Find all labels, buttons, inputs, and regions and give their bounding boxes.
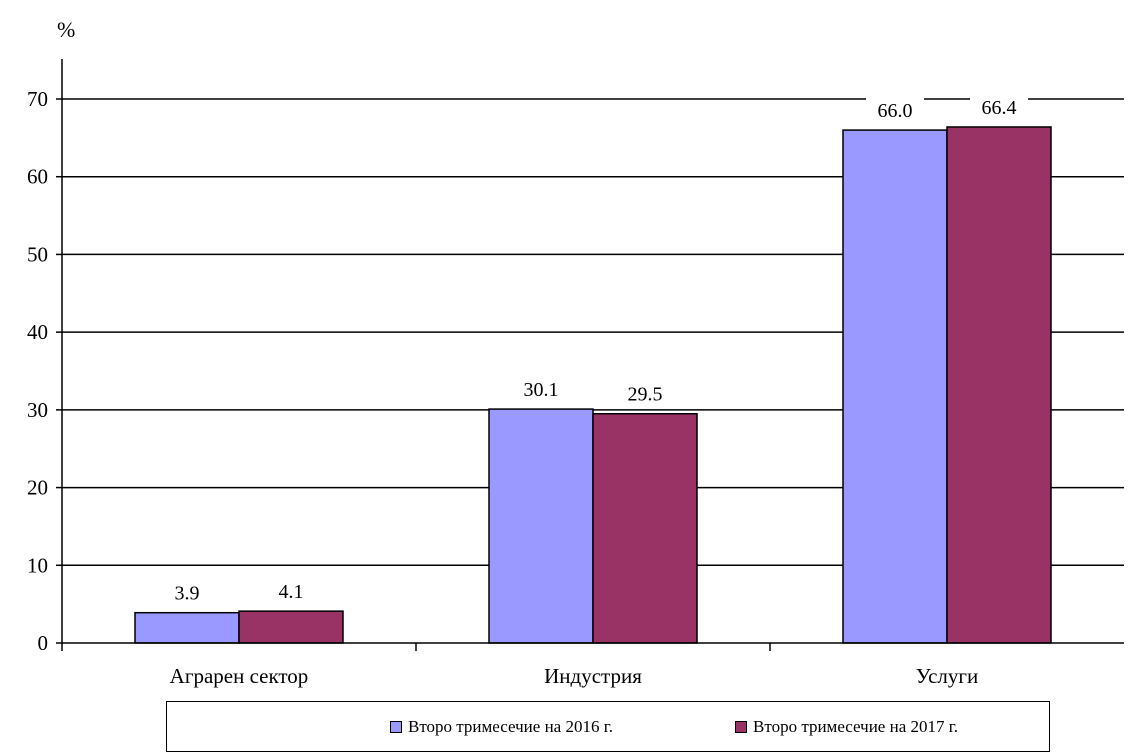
y-tick-label-30: 30: [27, 398, 48, 422]
bar-s0-2: [842, 129, 948, 644]
bars: [134, 93, 1052, 644]
y-tick-label-0: 0: [38, 631, 49, 655]
y-tick-label-60: 60: [27, 165, 48, 189]
bar-s0-1: [488, 408, 594, 644]
y-tick-label-40: 40: [27, 320, 48, 344]
legend: Второ тримесечие на 2016 г. Второ тримес…: [166, 701, 1050, 752]
legend-label-2016: Второ тримесечие на 2016 г.: [408, 716, 614, 736]
axes: [56, 59, 1124, 651]
bar-chart: % 0 10 20 30 40 50 60 70 Аграрен сектор 3.9 4.1 Инд…: [27, 17, 1124, 688]
data-label-bg-s0-1: [512, 376, 570, 403]
labels: 0 10 20 30 40 50 60 70 Аграрен сектор 3.9 4.1 Индус…: [27, 87, 1017, 688]
legend-swatch-2016: [390, 720, 402, 733]
y-tick-label-50: 50: [27, 242, 48, 266]
legend-label-2017: Второ тримесечие на 2017 г.: [753, 716, 959, 736]
data-label-bg-s0-2: [866, 97, 924, 124]
category-label-1: Индустрия: [544, 664, 642, 688]
data-label-bg-s1-0: [267, 578, 315, 605]
y-tick-label-20: 20: [27, 476, 48, 500]
legend-item-2017: Второ тримесечие на 2017 г.: [735, 717, 958, 737]
unit-label: %: [57, 17, 75, 42]
data-label-s1-1: 29.5: [628, 384, 663, 406]
category-label-0: Аграрен сектор: [170, 664, 309, 688]
bar-s1-1: [592, 412, 698, 644]
y-tick-label-10: 10: [27, 553, 48, 577]
data-label-s1-0: 4.1: [279, 581, 304, 603]
legend-swatch-2017: [735, 720, 748, 733]
bar-s1-0: [238, 610, 344, 644]
data-label-s0-2: 66.0: [878, 100, 913, 122]
data-label-bg-s1-2: [970, 93, 1028, 120]
data-label-bg-s1-1: [616, 380, 674, 407]
y-tick-label-70: 70: [27, 87, 48, 111]
bar-s1-2: [946, 126, 1052, 644]
bar-s0-0: [134, 611, 240, 644]
category-label-2: Услуги: [916, 664, 979, 688]
data-label-bg-s0-0: [163, 579, 211, 606]
data-label-s1-2: 66.4: [982, 97, 1017, 119]
data-label-s0-0: 3.9: [175, 583, 200, 605]
legend-item-2016: Второ тримесечие на 2016 г.: [390, 717, 613, 737]
data-label-s0-1: 30.1: [524, 379, 559, 401]
